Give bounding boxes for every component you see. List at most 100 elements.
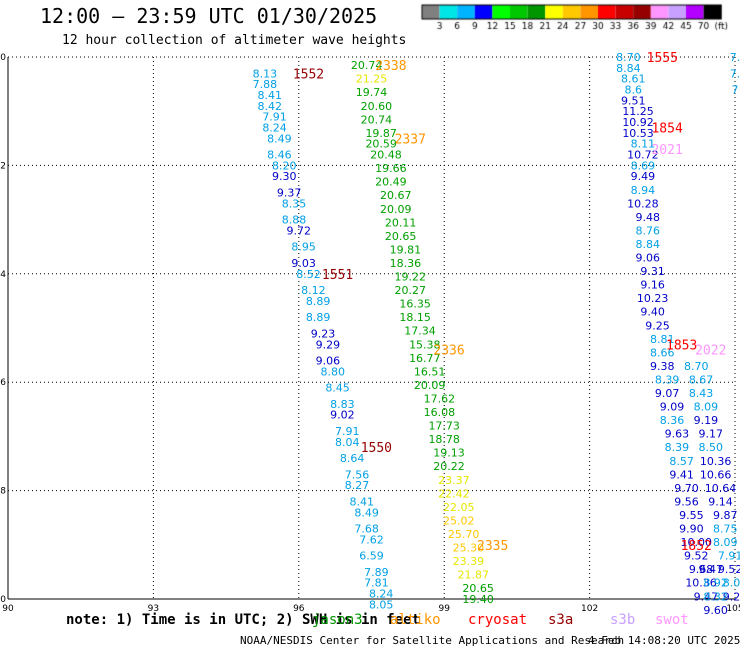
chart-title: 12:00 — 23:59 UTC 01/30/2025 — [40, 4, 378, 28]
y-tick-label: -20 — [0, 53, 6, 63]
swh-value: 9.52 — [718, 563, 740, 576]
swh-value: 8.11 — [631, 138, 656, 151]
swh-value: 19.66 — [375, 162, 407, 175]
swh-value: 8.13 — [253, 67, 278, 80]
swh-value: 23.39 — [453, 555, 485, 568]
pass-number-label: 2021 — [651, 143, 682, 158]
swh-value: 20.67 — [380, 189, 412, 202]
swh-value: 7.88 — [253, 78, 278, 91]
x-tick-label: 105 — [726, 604, 740, 614]
swh-value: 18.36 — [390, 257, 422, 270]
swh-value: 20.60 — [361, 100, 393, 113]
swh-value: 10.64 — [705, 482, 737, 495]
swh-value: 8.46 — [267, 149, 292, 162]
swh-value: 20.65 — [385, 230, 417, 243]
y-tick-label: -22 — [0, 161, 6, 171]
chart-subtitle: 12 hour collection of altimeter wave hei… — [62, 33, 407, 48]
swh-value: 8.84 — [616, 62, 641, 75]
swh-value: 9.87 — [713, 509, 738, 522]
swh-value: 9.47 — [699, 563, 724, 576]
swh-value: 23.37 — [438, 474, 470, 487]
swh-value: 19.87 — [365, 127, 397, 140]
swh-value: 7.81 — [364, 577, 389, 590]
swh-value: 8.41 — [257, 89, 282, 102]
grid-lines — [7, 56, 736, 600]
swh-value: 20.09 — [414, 379, 446, 392]
swh-value: 20.74 — [361, 113, 393, 126]
swh-value: 8.32 — [703, 590, 728, 603]
swh-value: 10.36 — [700, 455, 732, 468]
pass-number-label: 1852 — [681, 539, 712, 554]
pass-number-label: 1551 — [322, 268, 353, 283]
swh-value: 9.47 — [694, 590, 719, 603]
swh-value: 8.66 — [650, 346, 675, 359]
swh-value: 8.39 — [655, 373, 680, 386]
swh-value: 9.23 — [311, 327, 336, 340]
swh-value: 8.57 — [669, 455, 694, 468]
swh-value: 9.06 — [636, 252, 661, 265]
swh-value: 8.36 — [660, 414, 685, 427]
swh-value: 7.91 — [718, 550, 740, 563]
swh-value: 9.70 — [674, 482, 699, 495]
pass-number-label: 2338 — [375, 59, 406, 74]
satellite-legend-item: cryosat — [468, 612, 528, 628]
swh-value: 9.25 — [645, 319, 670, 332]
x-tick-label: 96 — [293, 604, 305, 614]
swh-value: 8.94 — [631, 184, 656, 197]
swh-value: 9.07 — [655, 387, 680, 400]
timestamp-text: 4 Feb 14:08:20 UTC 2025 — [588, 634, 740, 647]
swh-value: 8.6 — [624, 84, 642, 97]
swh-value: 17.73 — [428, 420, 460, 433]
swh-value: 9.51 — [621, 94, 646, 107]
swh-value: 9.09 — [660, 401, 685, 414]
swh-value: 9.06 — [316, 355, 341, 368]
swh-value: 9.72 — [287, 224, 312, 237]
swh-value: 19.13 — [433, 447, 465, 460]
x-tick-label: 93 — [148, 604, 159, 614]
swh-value: 7.89 — [364, 566, 389, 579]
swh-value: 8.42 — [257, 100, 282, 113]
swh-value: 9.40 — [640, 306, 665, 319]
swh-value: 10.36 — [685, 577, 717, 590]
pass-number-label: 1550 — [361, 441, 392, 456]
x-tick-label: 102 — [581, 604, 598, 614]
satellite-legend-item: swot — [655, 612, 689, 628]
swh-value: 8.84 — [636, 238, 661, 251]
swh-value: 10.66 — [700, 468, 732, 481]
swh-value: 20.65 — [462, 582, 494, 595]
swh-value: 25.02 — [443, 514, 475, 527]
swh-value: 18.15 — [399, 311, 431, 324]
swh-value: 9.60 — [703, 604, 728, 617]
swh-value: 7. — [730, 67, 740, 80]
swh-value: 16.51 — [414, 365, 446, 378]
swh-value: 8.64 — [340, 452, 365, 465]
swh-value: 9.49 — [631, 170, 656, 183]
swh-value: 8.27 — [345, 479, 370, 492]
swh-value: 8.04 — [335, 436, 360, 449]
swh-value: 8.92 — [703, 577, 728, 590]
pass-number-label: 1552 — [293, 67, 324, 82]
swh-value: 9.55 — [679, 509, 704, 522]
swh-value: 10.72 — [627, 149, 659, 162]
axis-ticks: 90 93 96 99 102 105 -20 -22 -24 -26 -28 -30 — [0, 53, 740, 614]
satellite-legend-item: s3a — [548, 612, 574, 628]
swh-value: 8.02 — [723, 577, 740, 590]
swh-value: 9.14 — [708, 495, 733, 508]
swh-value: 15.38 — [409, 338, 441, 351]
swh-value: 16.77 — [409, 352, 441, 365]
swh-value: 10.28 — [627, 197, 659, 210]
pass-number-label: 1853 — [666, 338, 697, 353]
swh-value: 9.38 — [650, 360, 675, 373]
pass-number-label: 2022 — [695, 344, 726, 359]
satellite-legend-item: jason3 — [312, 612, 363, 628]
swh-value: 9.02 — [330, 409, 355, 422]
swh-value: 8.61 — [621, 73, 646, 86]
pass-number-label: 1854 — [651, 121, 682, 136]
y-tick-label: -28 — [0, 487, 6, 497]
swh-value: 25.30 — [453, 542, 485, 555]
swh-value: 17.34 — [404, 325, 436, 338]
swh-value: 19.74 — [356, 86, 388, 99]
footer-note: note: 1) Time is in UTC; 2) SWH is in fe… — [66, 612, 421, 628]
swh-value: 8.70 — [684, 360, 709, 373]
